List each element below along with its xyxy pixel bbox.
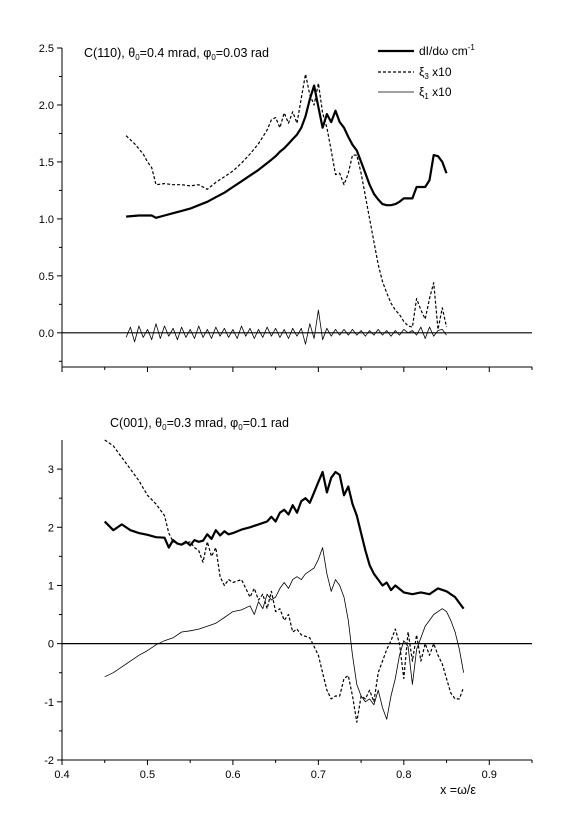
legend-text-main: ξ: [419, 85, 425, 99]
title-subscript: 0: [211, 53, 216, 62]
x-tick-label: 0.7: [311, 769, 326, 781]
y-tick-label: 3: [48, 464, 54, 476]
y-tick-label: 1.5: [39, 157, 54, 169]
x-tick-label: 0.4: [54, 769, 69, 781]
x-tick-label: 0.5: [140, 769, 155, 781]
x-tick-label: 0.9: [482, 769, 497, 781]
title-text-part: =0.3 mrad, φ: [167, 416, 239, 430]
x-tick-label: 0.8: [396, 769, 411, 781]
chart-title: C(001), θ0=0.3 mrad, φ0=0.1 rad: [110, 416, 289, 432]
legend-superscript: -1: [468, 43, 476, 52]
series-line-dashed: [104, 439, 465, 723]
y-tick-label: 0.0: [39, 328, 54, 340]
legend-text-tail: x10: [429, 65, 452, 79]
y-tick-label: 0: [48, 639, 54, 651]
chart-title: C(110), θ0=0.4 mrad, φ0=0.03 rad: [84, 46, 269, 62]
y-tick-label: 0.5: [39, 271, 54, 283]
title-text-part: =0.03 rad: [216, 46, 269, 60]
title-subscript: 0: [238, 423, 243, 432]
y-tick-label: -2: [44, 755, 54, 767]
y-tick-label: -1: [44, 697, 54, 709]
title-text-part: C(110), θ: [84, 46, 135, 60]
legend-text-main: dI/dω cm: [419, 44, 468, 58]
legend-subscript: 1: [424, 92, 429, 101]
series-line-thin: [125, 309, 447, 345]
legend-entry: ξ3 x10: [419, 65, 452, 81]
title-subscript: 0: [162, 423, 167, 432]
series-line-thick: [103, 470, 465, 610]
chart-panel-1: 0.00.51.01.52.02.5 C(110), θ0=0.4 mrad, φ…: [39, 43, 533, 372]
x-axis-label: x =ω/ε: [440, 783, 476, 797]
y-tick-label: 1: [48, 580, 54, 592]
y-tick-label: 2.0: [39, 100, 54, 112]
legend-text-tail: x10: [429, 85, 452, 99]
legend-text-main: ξ: [419, 65, 425, 79]
series-line-dashed: [125, 73, 448, 330]
title-text-part: C(001), θ: [110, 416, 162, 430]
legend-entry: ξ1 x10: [419, 85, 452, 101]
title-subscript: 0: [135, 53, 140, 62]
title-text-part: =0.4 mrad, φ: [140, 46, 212, 60]
legend-entry: dI/dω cm-1: [419, 43, 475, 58]
x-tick-label: 0.6: [225, 769, 240, 781]
series-line-thin: [104, 547, 464, 720]
title-text-part: =0.1 rad: [243, 416, 289, 430]
series-line-thick: [126, 84, 448, 219]
y-tick-label: 2.5: [39, 43, 54, 55]
legend-subscript: 3: [424, 72, 429, 81]
y-tick-label: 2: [48, 522, 54, 534]
y-tick-label: 1.0: [39, 214, 54, 226]
